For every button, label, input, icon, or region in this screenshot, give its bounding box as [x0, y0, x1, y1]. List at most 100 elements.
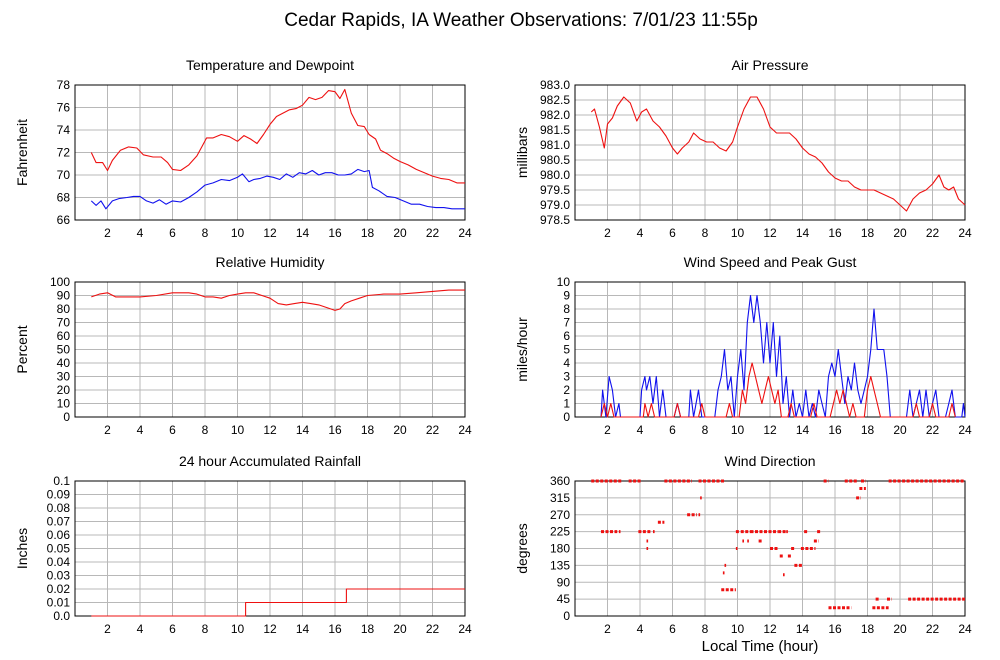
y-tick-label: 979.5 [540, 183, 570, 197]
x-tick-label: 12 [763, 226, 777, 240]
y-tick-label: 74 [57, 123, 71, 137]
x-tick-label: 20 [393, 622, 407, 636]
x-tick-label: 4 [137, 423, 144, 437]
y-tick-label: 0.03 [47, 569, 71, 583]
x-tick-label: 12 [263, 622, 277, 636]
y-tick-label: 10 [557, 275, 571, 289]
x-tick-label: 20 [893, 226, 907, 240]
chart-title: Relative Humidity [216, 254, 325, 270]
y-tick-label: 20 [57, 383, 71, 397]
y-tick-labels: 0 45 90 135 180 225 270 315 360 [550, 474, 570, 623]
x-tick-label: 12 [263, 226, 277, 240]
x-tick-label: 16 [328, 226, 342, 240]
x-tick-label: 22 [426, 226, 440, 240]
y-tick-label: 135 [550, 558, 570, 572]
x-tick-label: 4 [137, 622, 144, 636]
y-tick-label: 4 [563, 356, 570, 370]
x-tick-label: 22 [426, 423, 440, 437]
y-tick-labels: 0.00.010.020.030.040.050.060.070.080.090… [47, 474, 71, 623]
y-tick-label: 0.04 [47, 555, 71, 569]
plot-frame [574, 480, 966, 617]
y-tick-label: 7 [563, 316, 570, 330]
y-tick-label: 0 [63, 410, 70, 424]
x-tick-label: 6 [169, 622, 176, 636]
x-tick-label: 2 [604, 423, 611, 437]
x-tick-label: 18 [361, 423, 375, 437]
y-tick-label: 315 [550, 491, 570, 505]
y-tick-label: 0.0 [53, 609, 70, 623]
y-axis-label: millibars [514, 127, 530, 178]
x-tick-label: 18 [361, 622, 375, 636]
x-tick-label: 22 [426, 622, 440, 636]
x-tick-label: 8 [202, 423, 209, 437]
series-red-line [91, 289, 465, 311]
x-tick-label: 22 [926, 423, 940, 437]
x-tick-label: 18 [361, 226, 375, 240]
series-red-line [90, 88, 465, 184]
y-tick-label: 50 [57, 343, 71, 357]
chart-title: Air Pressure [731, 57, 808, 73]
y-tick-label: 0.1 [53, 474, 70, 488]
x-tick-label: 18 [861, 622, 875, 636]
chart-title: 24 hour Accumulated Rainfall [179, 453, 361, 469]
series-red-marks [591, 479, 965, 610]
y-tick-label: 360 [550, 474, 570, 488]
y-tick-label: 0 [563, 410, 570, 424]
y-tick-label: 225 [550, 525, 570, 539]
x-tick-label: 8 [702, 622, 709, 636]
y-tick-label: 2 [563, 383, 570, 397]
y-tick-label: 100 [50, 275, 70, 289]
x-tick-label: 4 [637, 226, 644, 240]
x-tick-label: 24 [958, 622, 972, 636]
plot-frame [574, 281, 966, 418]
y-axis-label: Inches [14, 528, 30, 569]
gridlines [75, 480, 466, 617]
y-tick-label: 180 [550, 542, 570, 556]
y-tick-labels: 66 68 70 72 74 76 78 [57, 78, 71, 227]
y-tick-label: 1 [563, 397, 570, 411]
x-tick-label: 24 [958, 423, 972, 437]
x-tick-labels: 2 4 6 8 10 12 14 16 18 20 22 24 [104, 423, 472, 437]
x-tick-label: 4 [637, 622, 644, 636]
series-blue-line [90, 168, 465, 210]
chart-title: Wind Direction [724, 453, 815, 469]
x-tick-label: 12 [263, 423, 277, 437]
y-tick-label: 70 [57, 316, 71, 330]
x-tick-label: 10 [231, 423, 245, 437]
y-tick-label: 5 [563, 343, 570, 357]
gridlines [575, 281, 966, 418]
y-tick-label: 0 [563, 609, 570, 623]
y-tick-label: 70 [57, 168, 71, 182]
y-tick-label: 982.5 [540, 93, 570, 107]
y-tick-label: 10 [57, 397, 71, 411]
y-tick-label: 3 [563, 370, 570, 384]
y-tick-label: 90 [557, 575, 571, 589]
y-tick-label: 6 [563, 329, 570, 343]
y-tick-label: 981.5 [540, 123, 570, 137]
y-tick-label: 0.08 [47, 501, 71, 515]
y-tick-label: 90 [57, 289, 71, 303]
y-tick-label: 980.5 [540, 153, 570, 167]
page-title: Cedar Rapids, IA Weather Observations: 7… [284, 10, 758, 31]
y-tick-label: 72 [57, 146, 71, 160]
x-tick-label: 24 [458, 226, 472, 240]
x-tick-label: 16 [828, 423, 842, 437]
x-tick-label: 6 [169, 226, 176, 240]
x-tick-label: 20 [393, 423, 407, 437]
y-tick-label: 76 [57, 101, 71, 115]
x-tick-label: 6 [669, 226, 676, 240]
x-tick-label: 14 [296, 622, 310, 636]
x-tick-label: 10 [731, 226, 745, 240]
x-tick-label: 10 [231, 226, 245, 240]
x-tick-label: 2 [604, 622, 611, 636]
x-tick-label: 24 [458, 622, 472, 636]
x-tick-label: 22 [926, 622, 940, 636]
y-axis-label: degrees [514, 523, 530, 574]
